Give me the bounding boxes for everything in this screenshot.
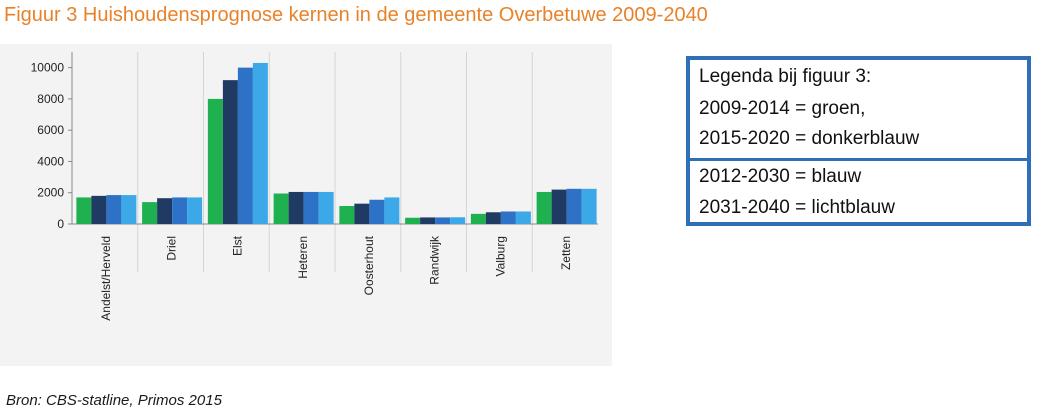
x-tick-label: Valburg <box>493 236 507 276</box>
x-tick-label: Heteren <box>296 236 310 279</box>
y-tick-label: 0 <box>57 217 64 231</box>
source-note: Bron: CBS-statline, Primos 2015 <box>6 392 222 409</box>
bar <box>339 206 355 224</box>
bar <box>581 188 597 224</box>
legend-line-donkerblauw: 2015-2020 = donkerblauw <box>699 128 920 149</box>
bar <box>318 191 334 224</box>
x-tick-label: Oosterhout <box>362 235 376 295</box>
bar <box>222 80 238 225</box>
bar <box>405 217 421 224</box>
y-tick-label: 8000 <box>37 92 64 106</box>
bar <box>288 191 304 224</box>
chart-panel: 0 2000 4000 6000 8000 10000 Andelst/Herveld Dri… <box>0 44 612 366</box>
bar <box>207 98 223 224</box>
y-tick-label: 10000 <box>31 61 65 75</box>
bar <box>515 211 531 224</box>
legend-line-groen: 2009-2014 = groen, <box>699 98 866 119</box>
x-tick-label: Elst <box>230 235 244 256</box>
bar <box>76 197 92 224</box>
bar <box>485 212 501 224</box>
bar <box>435 217 451 224</box>
legend-box: Legenda bij figuur 3: 2009-2014 = groen,… <box>686 56 1031 226</box>
x-tick-label: Driel <box>165 236 179 261</box>
y-tick-label: 4000 <box>37 154 64 168</box>
bar <box>106 195 122 224</box>
y-tick-label: 2000 <box>37 186 64 200</box>
bar <box>121 195 137 224</box>
legend-line-blauw: 2012-2030 = blauw <box>699 166 862 187</box>
bar <box>142 202 158 224</box>
bar <box>237 67 253 224</box>
bar <box>273 193 289 224</box>
bar <box>566 188 582 224</box>
bar <box>500 211 516 224</box>
bar <box>354 203 370 224</box>
y-tick-label: 6000 <box>37 123 64 137</box>
bar <box>172 197 188 224</box>
bar <box>252 62 268 225</box>
legend-top-section: Legenda bij figuur 3: 2009-2014 = groen,… <box>690 60 1027 161</box>
bar <box>551 189 567 224</box>
bar <box>384 197 400 224</box>
x-tick-label: Andelst/Herveld <box>99 236 113 321</box>
bar <box>157 198 173 224</box>
bar <box>450 217 466 224</box>
bar <box>187 197 203 224</box>
bar-chart: 0 2000 4000 6000 8000 10000 Andelst/Herveld Dri… <box>31 52 598 321</box>
bar <box>470 213 486 224</box>
bar <box>369 199 385 224</box>
figure-title: Figuur 3 Huishoudensprognose kernen in d… <box>4 4 708 26</box>
x-tick-label: Randwijk <box>428 235 442 285</box>
bar <box>420 217 436 224</box>
legend-heading: Legenda bij figuur 3: <box>699 66 872 87</box>
x-tick-label: Zetten <box>559 236 573 270</box>
legend-line-lichtblauw: 2031-2040 = lichtblauw <box>699 197 895 218</box>
bar <box>91 195 107 224</box>
bar <box>303 191 319 224</box>
bar <box>536 191 552 224</box>
